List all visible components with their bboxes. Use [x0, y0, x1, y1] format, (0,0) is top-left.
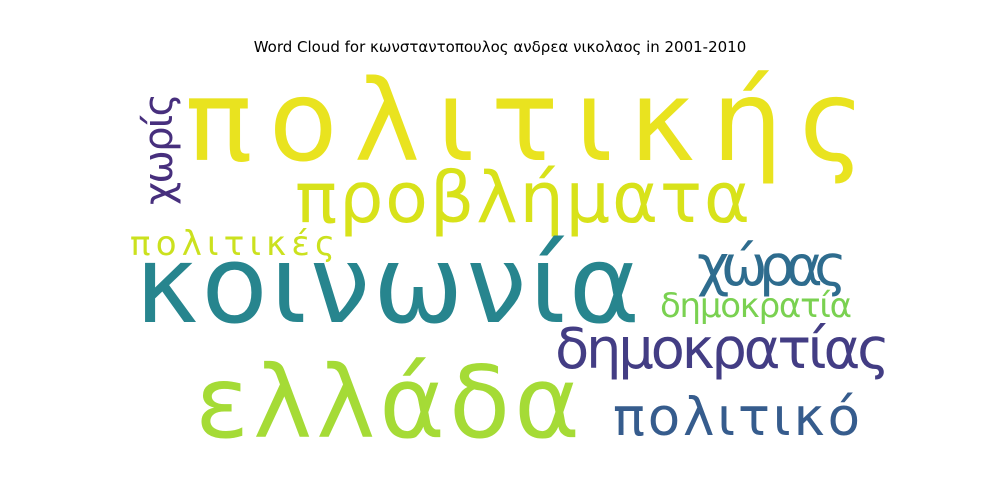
word-ellada: ελλάδα — [195, 344, 580, 461]
word-politikes: πολιτικές — [130, 224, 335, 264]
word-choris: χωρίς — [136, 93, 182, 205]
word-choras: χώρας — [697, 234, 847, 299]
word-dimokratia: δημοκρατία — [660, 286, 852, 326]
word-politikis: πολιτικής — [185, 57, 865, 187]
word-koinonia: κοινωνία — [135, 223, 640, 348]
word-politiko: πολιτικό — [613, 387, 860, 448]
word-provlimata: προβλήματα — [295, 157, 750, 239]
chart-title: Word Cloud for κωνσταντοπουλος ανδρεα νι… — [253, 38, 747, 56]
word-dimokratias: δημοκρατίας — [555, 317, 890, 382]
